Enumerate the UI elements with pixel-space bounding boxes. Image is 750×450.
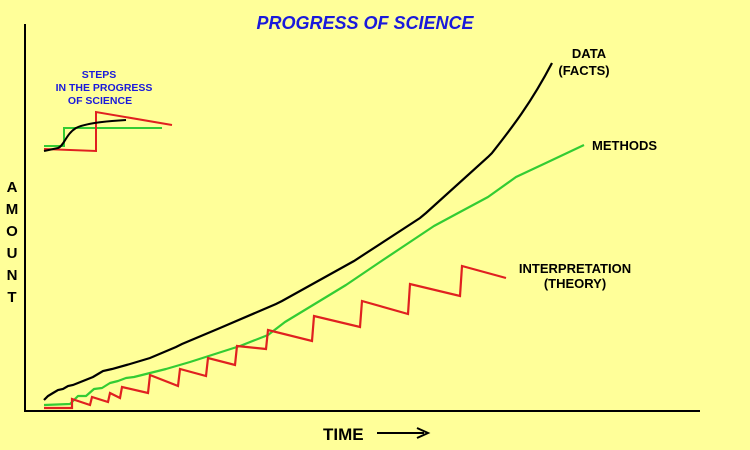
interpretation-label-line2: (THEORY): [544, 276, 606, 291]
x-axis-arrow-icon: [377, 427, 431, 439]
inset-data-curve: [43, 119, 127, 152]
y-axis-letter-1: A: [7, 179, 18, 196]
y-axis-letter-3: O: [6, 223, 18, 240]
interpretation-label-line1: INTERPRETATION: [519, 261, 631, 276]
y-axis-letter-6: T: [7, 289, 16, 306]
inset-title-line3: OF SCIENCE: [68, 95, 132, 107]
data-label-line1: DATA: [572, 46, 607, 61]
inset-title-line1: STEPS: [82, 69, 116, 81]
data-label-line2: (FACTS): [558, 63, 609, 78]
y-axis-letter-5: N: [7, 267, 18, 284]
data-line: [43, 62, 553, 401]
y-axis-letter-2: M: [6, 201, 19, 218]
inset-title-line2: IN THE PROGRESS: [56, 82, 153, 94]
diagram-title: PROGRESS OF SCIENCE: [256, 13, 474, 33]
inset-methods-line: [44, 127, 162, 147]
methods-line: [43, 144, 585, 407]
methods-label: METHODS: [592, 138, 657, 153]
interpretation-line: [44, 264, 507, 410]
inset-interpretation-line: [43, 110, 173, 153]
x-axis-label: TIME: [323, 425, 364, 444]
y-axis-letter-4: U: [7, 245, 18, 262]
